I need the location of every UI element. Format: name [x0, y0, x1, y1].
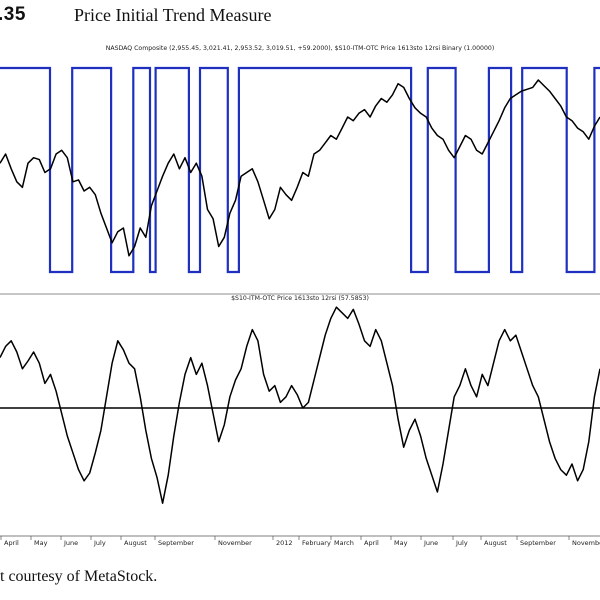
upper-panel-header: NASDAQ Composite (2,955.45, 3,021.41, 2,…	[106, 45, 495, 52]
x-tick-label: August	[484, 539, 507, 547]
x-axis-ticks: April May June July August September November 2…	[0, 536, 600, 547]
x-tick-label: May	[34, 539, 48, 547]
x-tick-label: June	[63, 539, 78, 547]
lower-panel-header: $S10-ITM-OTC Price 1613sto 12rsi (57.585…	[231, 295, 369, 302]
x-tick-label: April	[364, 539, 379, 547]
x-tick-label: July	[455, 539, 468, 547]
oscillator-series-line	[0, 306, 600, 504]
x-tick-label: September	[158, 539, 194, 547]
x-tick-label: September	[520, 539, 556, 547]
x-tick-label: February	[302, 539, 331, 547]
x-tick-label: 2012	[276, 539, 293, 547]
x-tick-label: March	[334, 539, 354, 547]
binary-series-line	[0, 66, 600, 274]
figure-number: .35	[0, 4, 26, 25]
x-tick-label: November	[218, 539, 252, 547]
x-tick-label: August	[124, 539, 147, 547]
chart: NASDAQ Composite (2,955.45, 3,021.41, 2,…	[0, 45, 600, 547]
x-tick-label: November	[572, 539, 600, 547]
x-tick-label: July	[93, 539, 106, 547]
figure-caption: t courtesy of MetaStock.	[0, 568, 158, 585]
figure-title-text: Price Initial Trend Measure	[74, 5, 272, 25]
x-tick-label: May	[394, 539, 408, 547]
x-tick-label: April	[4, 539, 19, 547]
x-tick-label: June	[423, 539, 438, 547]
figure-title: .35 Price Initial Trend Measure	[0, 2, 600, 32]
price-series-line	[0, 79, 600, 257]
